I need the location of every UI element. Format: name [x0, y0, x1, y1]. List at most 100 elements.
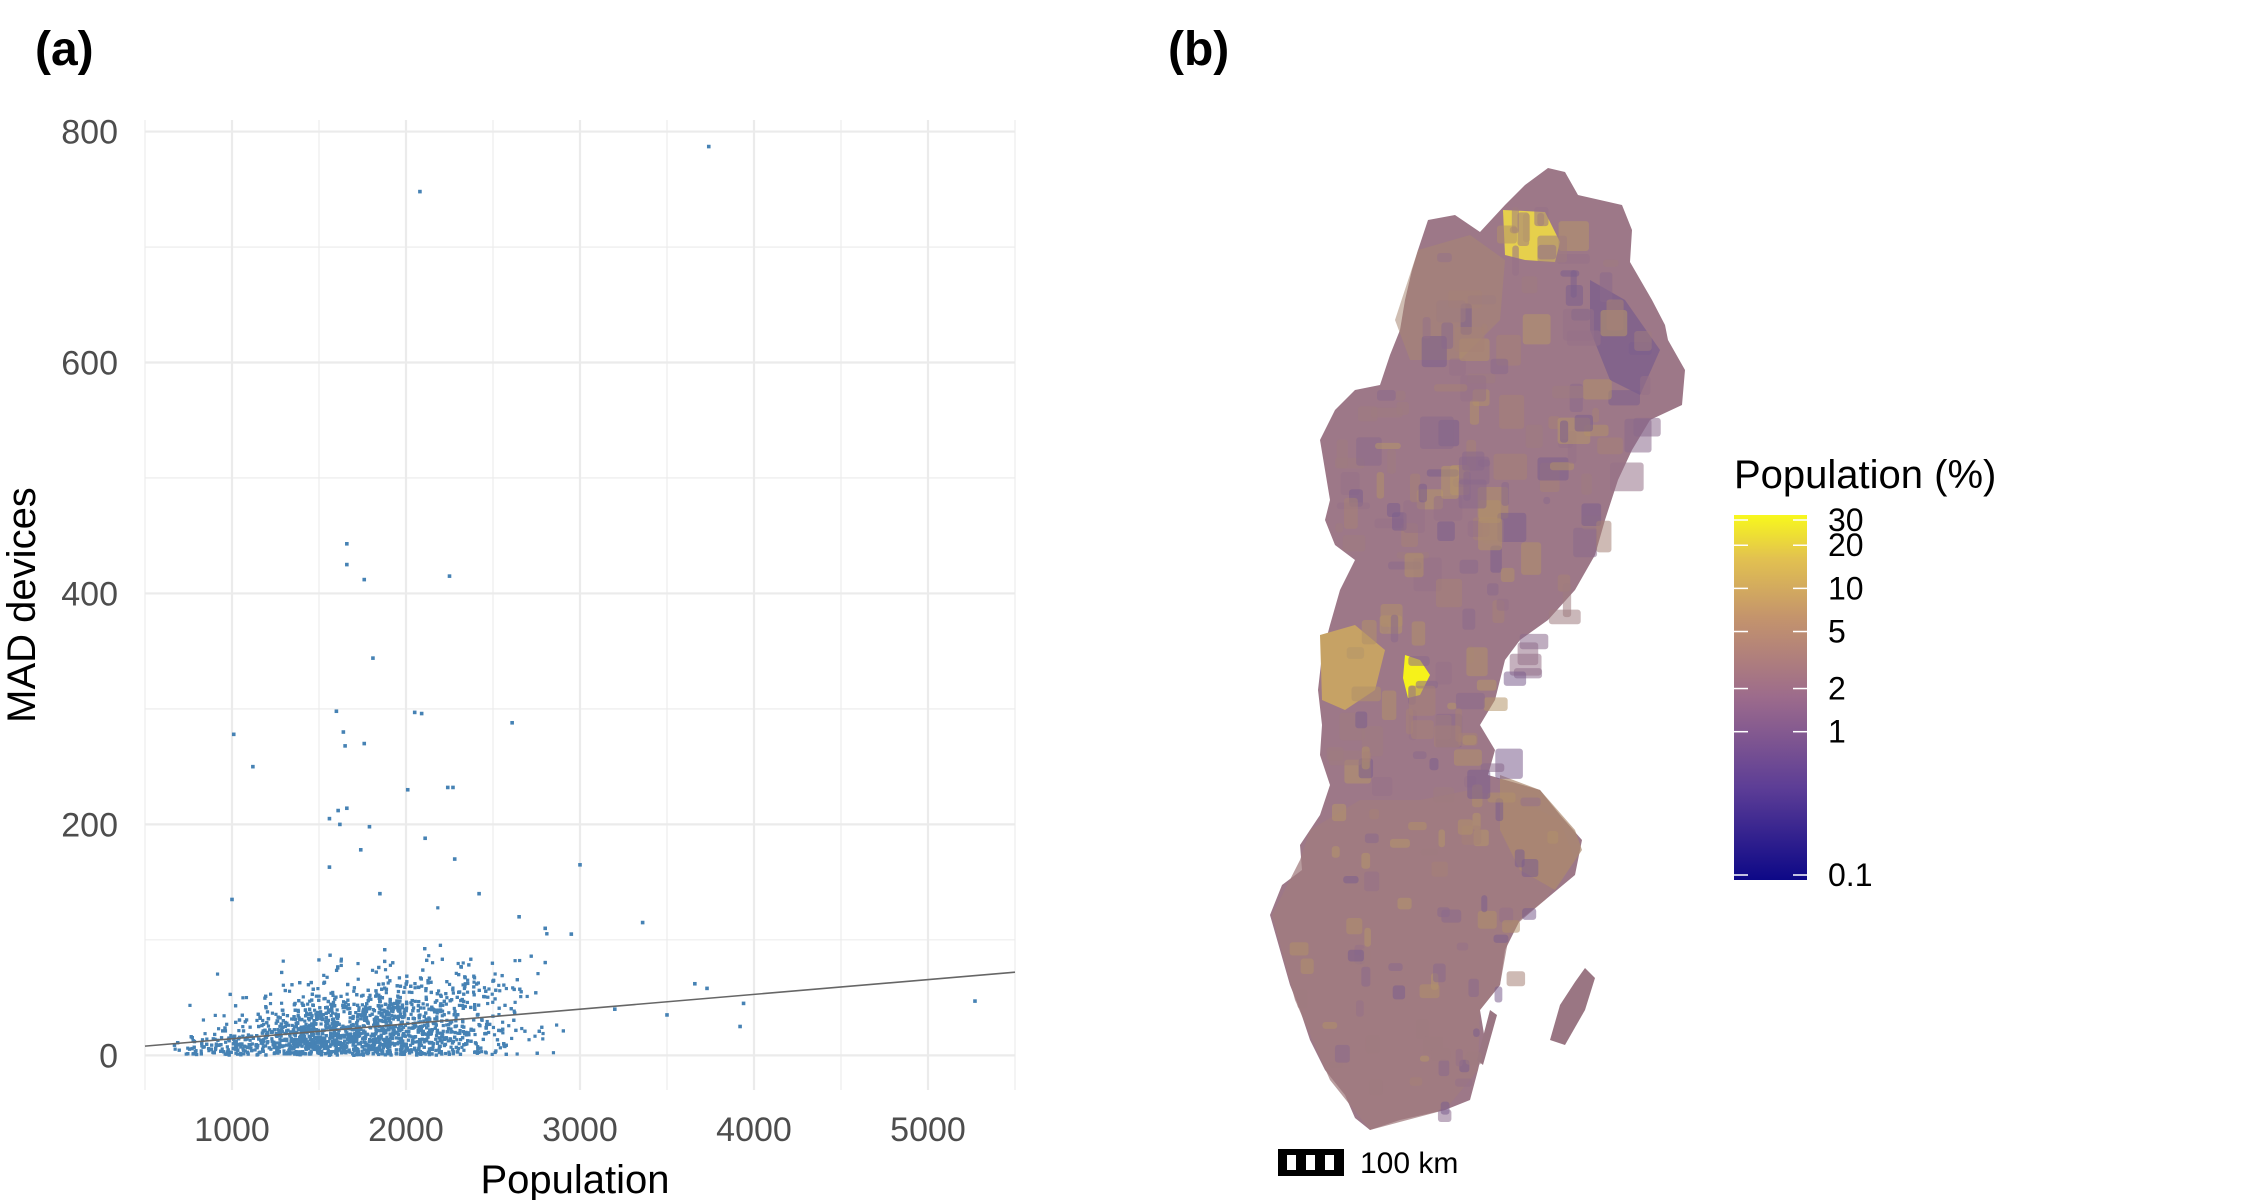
point: [257, 1037, 261, 1041]
point: [297, 999, 301, 1003]
point: [396, 994, 400, 998]
point: [333, 1022, 337, 1026]
point: [495, 1038, 500, 1042]
point: [537, 1029, 541, 1033]
point: [319, 1022, 323, 1026]
point: [351, 1041, 356, 1045]
point: [383, 1018, 388, 1022]
point: [343, 1033, 347, 1037]
point: [304, 1046, 308, 1050]
map-patch: [1331, 846, 1340, 858]
point: [487, 1030, 491, 1035]
point: [463, 1042, 468, 1046]
point: [222, 1014, 226, 1018]
point: [219, 1043, 223, 1047]
point: [365, 1019, 369, 1023]
point: [364, 1010, 369, 1014]
point: [278, 1031, 282, 1035]
map-patch: [1436, 300, 1466, 323]
point: [344, 1001, 348, 1005]
point: [273, 1051, 277, 1055]
point: [502, 983, 506, 987]
point: [357, 1053, 361, 1057]
point: [293, 1001, 297, 1006]
point: [286, 1050, 290, 1055]
point: [312, 1019, 316, 1023]
point: [313, 1008, 317, 1012]
point: [350, 1028, 354, 1032]
point: [425, 958, 429, 962]
point: [346, 1037, 350, 1041]
point: [486, 1001, 490, 1006]
map-patch: [1496, 598, 1509, 611]
point: [260, 1023, 264, 1028]
point: [270, 1011, 275, 1015]
point: [242, 1052, 246, 1056]
point: [367, 1040, 371, 1044]
point: [512, 1009, 516, 1013]
map-patch: [1435, 661, 1452, 685]
point: [342, 1004, 346, 1008]
point: [418, 1040, 422, 1044]
point: [416, 1028, 420, 1032]
map-patch: [1592, 407, 1600, 423]
point: [212, 1037, 216, 1041]
point: [342, 1048, 346, 1052]
y-tick-label: 800: [61, 114, 118, 152]
point: [326, 1022, 330, 1026]
point: [336, 1036, 340, 1040]
point: [199, 1052, 203, 1056]
point: [267, 1046, 271, 1050]
point: [314, 1014, 318, 1018]
map-patch: [1466, 647, 1488, 677]
point: [466, 1032, 470, 1037]
point: [372, 1023, 376, 1027]
point: [371, 1052, 375, 1056]
point: [469, 1027, 473, 1031]
point: [325, 1020, 330, 1024]
point: [436, 906, 440, 910]
point: [258, 1016, 262, 1021]
point: [439, 994, 443, 998]
point: [360, 1049, 364, 1053]
point: [338, 822, 342, 827]
point: [457, 1042, 461, 1046]
point: [426, 1032, 431, 1037]
point: [321, 1032, 325, 1036]
map-patch: [1581, 473, 1592, 495]
point: [295, 1052, 300, 1057]
point: [316, 1014, 321, 1018]
point: [472, 985, 476, 989]
point: [408, 1034, 412, 1038]
point: [445, 1030, 449, 1034]
point: [266, 1016, 271, 1021]
map-patch: [1344, 497, 1358, 529]
point: [295, 1038, 299, 1042]
point: [234, 1020, 238, 1025]
point: [419, 977, 423, 981]
point: [352, 1053, 356, 1057]
map-patch: [1376, 471, 1385, 499]
map-patch: [1499, 394, 1525, 429]
point: [448, 1037, 453, 1041]
map-patch: [1447, 702, 1457, 710]
point: [233, 1004, 238, 1008]
point: [304, 1038, 308, 1042]
point: [336, 1032, 340, 1036]
point: [490, 992, 494, 996]
point: [239, 1045, 243, 1049]
map-patch: [1361, 852, 1371, 869]
point: [343, 1039, 347, 1043]
panel-label-a: (a): [35, 23, 94, 76]
point: [352, 989, 356, 993]
point: [268, 1028, 272, 1032]
scatter-plot: 1000 2000 3000 4000 5000 0 200 400 600 800 Popul…: [0, 114, 1016, 1200]
point: [388, 1052, 392, 1056]
map-patch: [1597, 437, 1623, 455]
point: [325, 1005, 329, 1009]
point: [241, 996, 245, 1000]
point: [248, 1038, 252, 1042]
point: [462, 986, 467, 991]
point: [389, 1021, 393, 1025]
point: [355, 1023, 359, 1027]
